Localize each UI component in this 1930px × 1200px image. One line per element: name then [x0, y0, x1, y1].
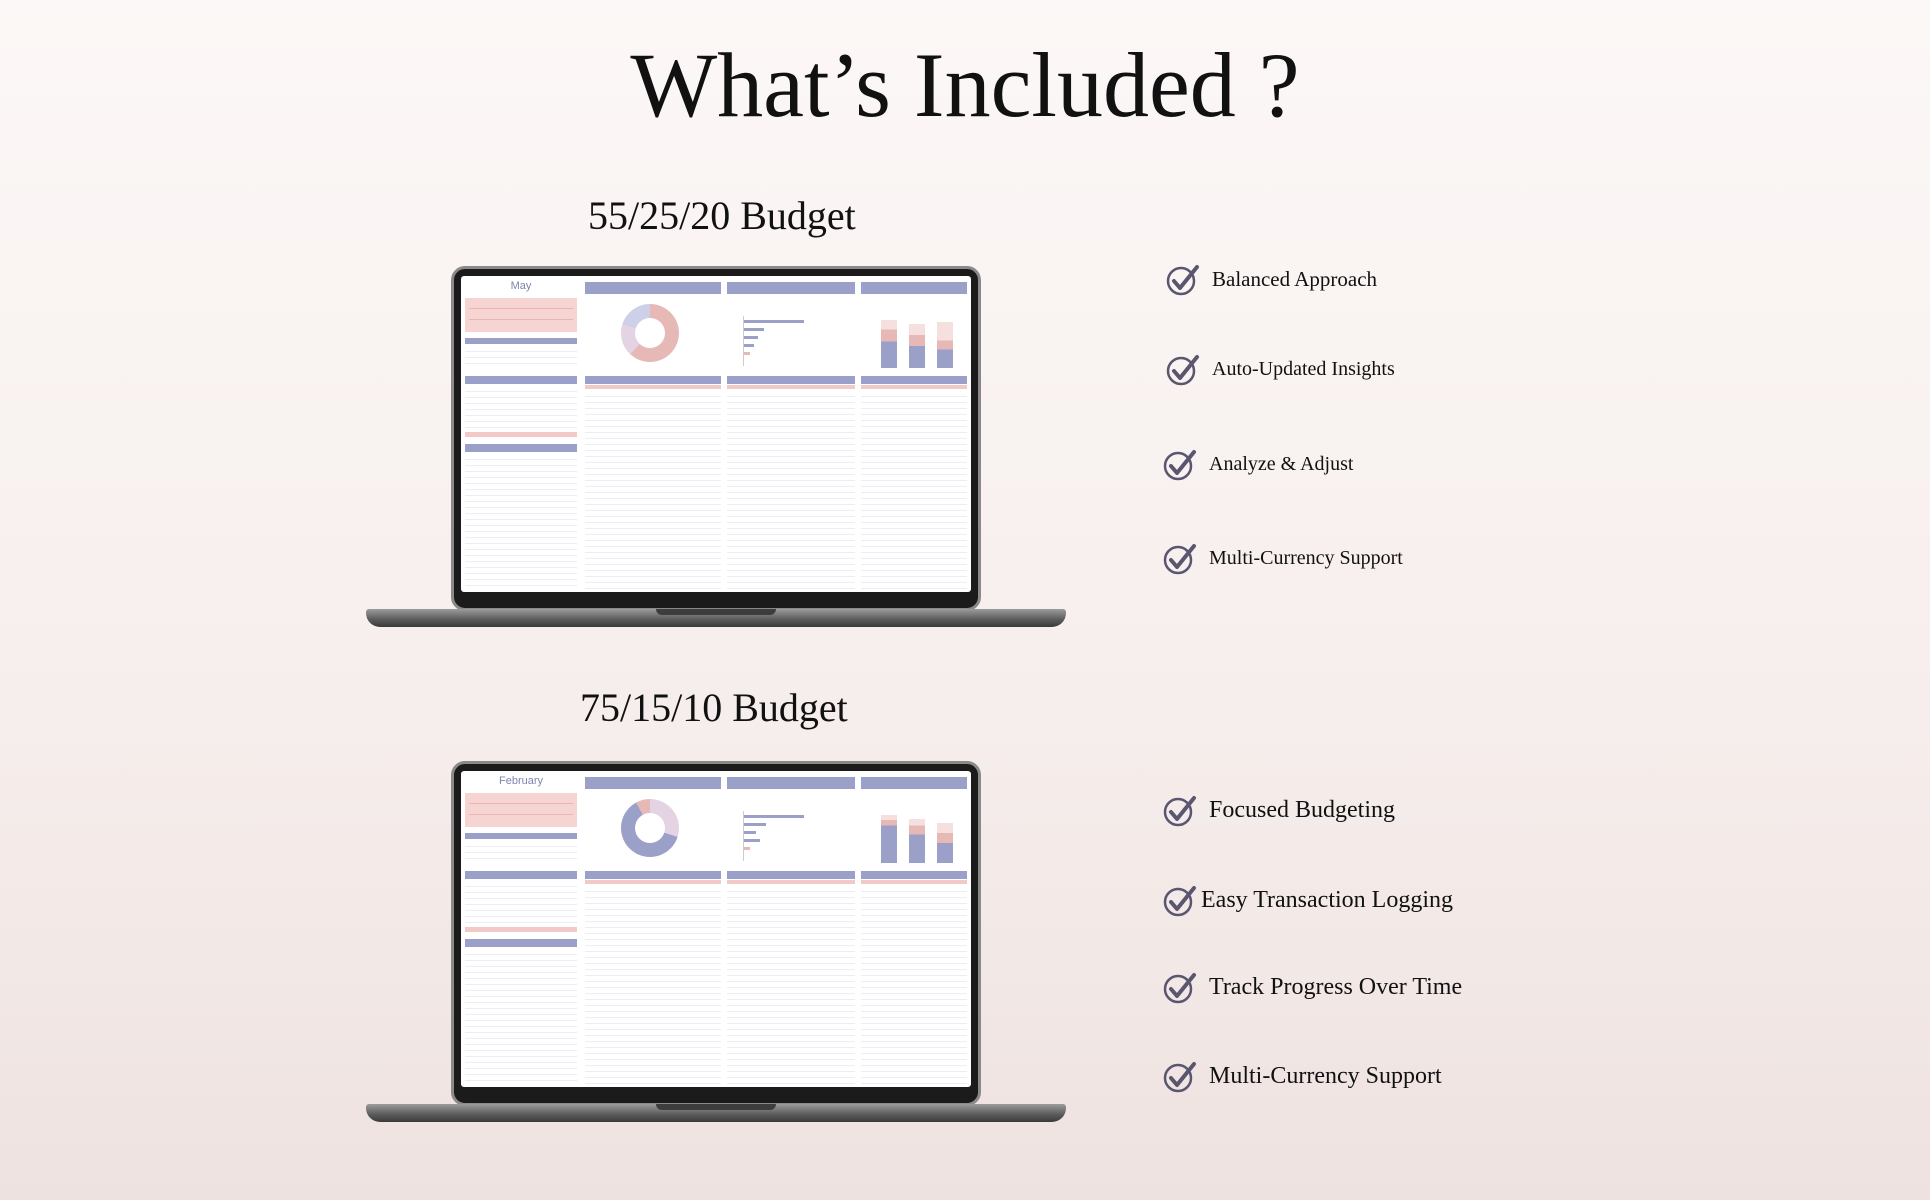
- section-heading-75-15-10: 75/15/10 Budget: [580, 685, 848, 730]
- checkmark-circle-icon: [1166, 265, 1199, 296]
- needs-table-header: [585, 376, 721, 384]
- summary-box: [465, 298, 577, 332]
- allocation-summary-header: [861, 777, 967, 789]
- checkmark-circle-icon: [1163, 1062, 1196, 1093]
- feature-label: Multi-Currency Support: [1209, 1062, 1442, 1089]
- feature-item: Track Progress Over Time: [1163, 970, 1462, 1004]
- total-row: [465, 927, 577, 932]
- needs-column-bar: [585, 880, 721, 884]
- cash-flow-rows: [465, 386, 577, 432]
- laptop-mockup-55-25-20: May: [366, 266, 1066, 636]
- needs-column-bar: [585, 385, 721, 389]
- income-donut-chart: [621, 799, 679, 857]
- checkmark-circle-icon: [1163, 886, 1196, 917]
- allocation-summary-header: [861, 282, 967, 294]
- checkmark-circle-icon: [1163, 450, 1196, 481]
- feature-item: Auto-Updated Insights: [1166, 352, 1395, 386]
- savings-rows: [861, 886, 967, 1085]
- month-label: February: [498, 775, 544, 787]
- laptop-notch: [656, 1104, 776, 1110]
- feature-label: Easy Transaction Logging: [1201, 886, 1453, 913]
- needs-rows: [585, 391, 721, 590]
- wants-rows: [727, 391, 855, 590]
- cash-flow-table-header: [465, 376, 577, 384]
- income-distribution-header: [585, 777, 721, 789]
- feature-item: Analyze & Adjust: [1163, 447, 1353, 481]
- feature-label: Multi-Currency Support: [1209, 546, 1403, 569]
- category-rows: [465, 841, 577, 863]
- checkmark-circle-icon: [1163, 973, 1196, 1004]
- income-table-header: [465, 444, 577, 452]
- laptop-notch: [656, 609, 776, 615]
- cash-flow-table-header: [465, 871, 577, 879]
- page-title: What’s Included ?: [630, 34, 1300, 136]
- allocation-bar-chart: [881, 316, 961, 368]
- cash-flow-summary-header: [727, 282, 855, 294]
- laptop-lid: February: [451, 761, 981, 1106]
- cash-flow-bar-chart: [743, 811, 824, 861]
- wants-table-header: [727, 376, 855, 384]
- feature-item: Balanced Approach: [1166, 262, 1377, 296]
- category-rows: [465, 346, 577, 368]
- feature-label: Track Progress Over Time: [1209, 973, 1463, 1000]
- checkmark-circle-icon: [1163, 796, 1196, 827]
- needs-rows: [585, 886, 721, 1085]
- total-row: [465, 432, 577, 437]
- savings-rows: [861, 391, 967, 590]
- wants-column-bar: [727, 880, 855, 884]
- spreadsheet-screen: February: [461, 771, 971, 1087]
- wants-table-header: [727, 871, 855, 879]
- savings-column-bar: [861, 385, 967, 389]
- needs-table-header: [585, 871, 721, 879]
- laptop-base: [366, 1104, 1066, 1122]
- section-heading-55-25-20: 55/25/20 Budget: [588, 193, 856, 238]
- feature-item: Focused Budgeting: [1163, 793, 1395, 827]
- checkmark-circle-icon: [1163, 544, 1196, 575]
- income-donut-chart: [621, 304, 679, 362]
- cash-flow-summary-header: [727, 777, 855, 789]
- category-header: [465, 833, 577, 839]
- income-distribution-header: [585, 282, 721, 294]
- feature-label: Balanced Approach: [1212, 266, 1378, 291]
- feature-label: Analyze & Adjust: [1209, 452, 1354, 475]
- cash-flow-rows: [465, 881, 577, 927]
- laptop-mockup-75-15-10: February: [366, 761, 1066, 1131]
- checkmark-circle-icon: [1166, 355, 1199, 386]
- wants-rows: [727, 886, 855, 1085]
- feature-item: Multi-Currency Support: [1163, 1059, 1442, 1093]
- savings-table-header: [861, 871, 967, 879]
- income-rows: [465, 454, 577, 590]
- savings-column-bar: [861, 880, 967, 884]
- month-label: May: [510, 280, 532, 292]
- savings-table-header: [861, 376, 967, 384]
- category-header: [465, 338, 577, 344]
- income-table-header: [465, 939, 577, 947]
- feature-label: Auto-Updated Insights: [1212, 357, 1395, 380]
- spreadsheet-preview: February: [461, 771, 971, 1087]
- income-rows: [465, 949, 577, 1085]
- laptop-base: [366, 609, 1066, 627]
- feature-label: Focused Budgeting: [1209, 796, 1395, 823]
- feature-item: Multi-Currency Support: [1163, 541, 1403, 575]
- allocation-bar-chart: [881, 811, 961, 863]
- spreadsheet-preview: May: [461, 276, 971, 592]
- summary-box: [465, 793, 577, 827]
- laptop-lid: May: [451, 266, 981, 611]
- spreadsheet-screen: May: [461, 276, 971, 592]
- wants-column-bar: [727, 385, 855, 389]
- feature-item: Easy Transaction Logging: [1163, 883, 1453, 917]
- cash-flow-bar-chart: [743, 316, 824, 366]
